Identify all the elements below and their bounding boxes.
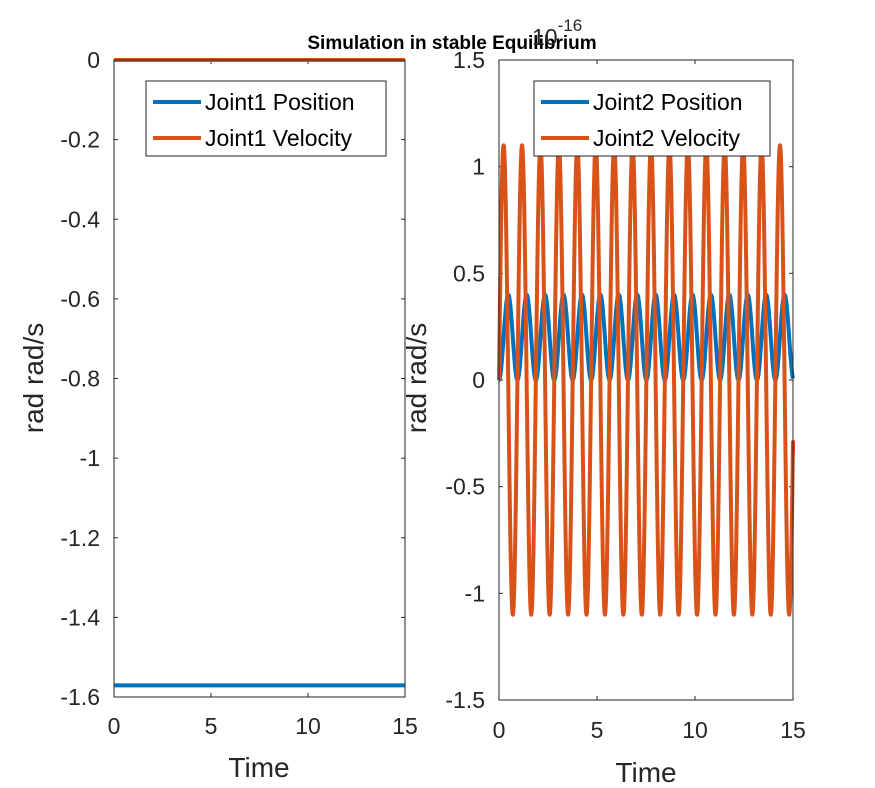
legend-label-position: Joint1 Position — [205, 89, 355, 115]
legend-label-velocity: Joint1 Velocity — [205, 125, 353, 151]
subplot-joint1: 0 -0.2 -0.4 -0.6 -0.8 -1 -1.2 -1.4 -1.6 0 5 10 15 T… — [18, 47, 418, 783]
y-tick-label: -1 — [465, 580, 485, 606]
x-tick-label: 15 — [780, 717, 806, 743]
y-tick-label: -0.2 — [60, 127, 100, 153]
x-tick-label: 0 — [108, 713, 121, 739]
x-tick-label: 5 — [205, 713, 218, 739]
y-tick-label: -1.6 — [60, 684, 100, 710]
y-tick-label: -0.4 — [60, 206, 100, 232]
y-tick-label: 0 — [472, 367, 485, 393]
legend-label-velocity: Joint2 Velocity — [593, 125, 741, 151]
legend-box — [145, 80, 387, 157]
y-tick-labels: 1.5 1 0.5 0 -0.5 -1 -1.5 — [445, 47, 485, 713]
y-tick-label: 1 — [472, 154, 485, 180]
x-tick-label: 10 — [682, 717, 708, 743]
y-axis-label: rad rad/s — [401, 323, 432, 434]
y-tick-label: -0.8 — [60, 366, 100, 392]
y-tick-label: -1.4 — [60, 604, 100, 630]
x-axis-label: Time — [228, 752, 289, 783]
y-tick-label: 0.5 — [453, 260, 485, 286]
y-axis-label: rad rad/s — [18, 323, 49, 434]
legend: Joint1 Position Joint1 Velocity — [145, 80, 387, 157]
series-line-joint2-velocity — [497, 143, 795, 617]
y-tick-label: -1 — [80, 445, 100, 471]
y-tick-label: -0.5 — [445, 474, 485, 500]
y-tick-label: -1.2 — [60, 525, 100, 551]
exponent-power: -16 — [558, 16, 583, 35]
y-tick-labels: 0 -0.2 -0.4 -0.6 -0.8 -1 -1.2 -1.4 -1.6 — [60, 47, 100, 710]
figure-title: Simulation in stable Equilibrium — [307, 33, 596, 54]
exponent-base: 10 — [532, 24, 558, 50]
plot-area — [114, 60, 405, 697]
x-tick-labels: 0 5 10 15 — [108, 713, 418, 739]
legend-label-position: Joint2 Position — [593, 89, 743, 115]
x-tick-label: 5 — [591, 717, 604, 743]
axes-box — [498, 59, 794, 701]
x-tick-label: 10 — [295, 713, 321, 739]
subplot-joint2: 1.510.50-0.5-1-1.5 0 5 10 15 10-16 Time rad… — [401, 16, 806, 788]
y-tick-label: 0 — [87, 47, 100, 73]
x-axis-label: Time — [615, 757, 676, 788]
legend-box — [533, 80, 771, 157]
x-tick-label: 0 — [493, 717, 506, 743]
y-exponent-label: 10-16 — [532, 16, 582, 50]
x-tick-label: 15 — [392, 713, 418, 739]
series-lines — [497, 143, 795, 617]
legend: Joint2 Position Joint2 Velocity — [533, 80, 771, 157]
y-tick-label: -1.5 — [445, 687, 485, 713]
x-tick-labels: 0 5 10 15 — [493, 717, 806, 743]
y-tick-label: -0.6 — [60, 286, 100, 312]
axes-box — [113, 59, 406, 698]
y-tick-label: 1.5 — [453, 47, 485, 73]
